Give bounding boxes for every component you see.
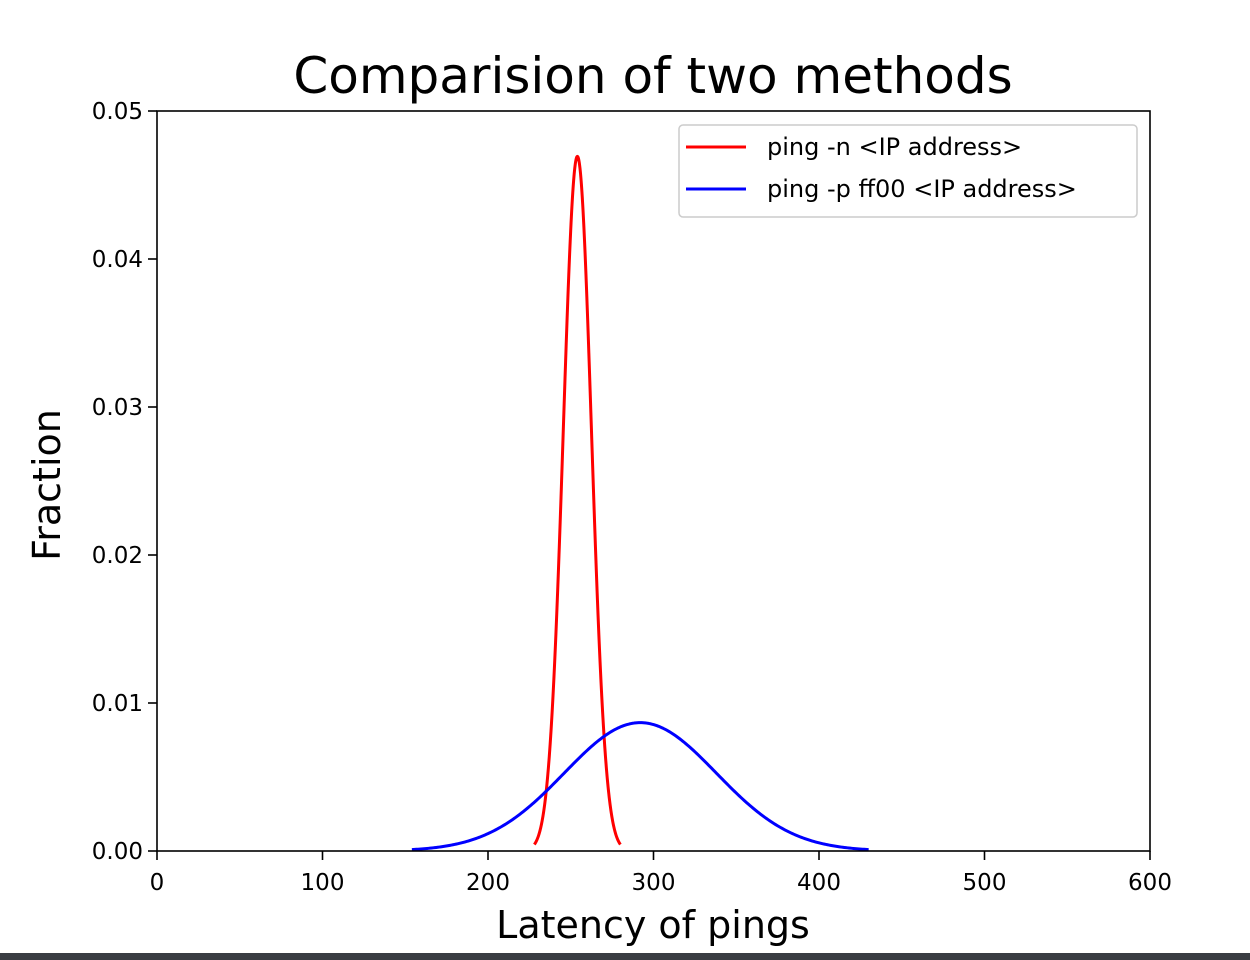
legend-label-1: ping -n <IP address> [767, 133, 1022, 161]
legend-label-2: ping -p ff00 <IP address> [767, 175, 1077, 203]
y-tick-label: 0.04 [92, 247, 143, 273]
y-axis: 0.00 0.01 0.02 0.03 0.04 0.05 [92, 99, 157, 865]
series-line-1 [533, 154, 622, 846]
y-tick-label: 0.05 [92, 99, 143, 125]
plot-frame [156, 110, 1151, 852]
chart-title: Comparision of two methods [293, 47, 1012, 105]
x-tick-label: 500 [963, 870, 1007, 896]
y-tick-label: 0.01 [92, 691, 143, 717]
x-tick-label: 0 [150, 870, 165, 896]
plot-area [411, 154, 869, 852]
window-bottom-bar [0, 953, 1250, 960]
y-tick-label: 0.03 [92, 395, 143, 421]
x-tick-label: 100 [301, 870, 345, 896]
y-axis-label: Fraction [25, 409, 69, 561]
y-tick-label: 0.00 [92, 839, 143, 865]
legend-box [678, 124, 1138, 218]
y-tick-label: 0.02 [92, 543, 143, 569]
series-line-2 [411, 721, 869, 852]
x-tick-label: 300 [632, 870, 676, 896]
x-tick-label: 600 [1128, 870, 1172, 896]
x-axis-label: Latency of pings [496, 903, 810, 947]
x-tick-label: 400 [797, 870, 841, 896]
legend: ping -n <IP address> ping -p ff00 <IP add… [678, 124, 1138, 218]
x-tick-label: 200 [466, 870, 510, 896]
x-axis: 0 100 200 300 400 500 600 [150, 851, 1172, 896]
